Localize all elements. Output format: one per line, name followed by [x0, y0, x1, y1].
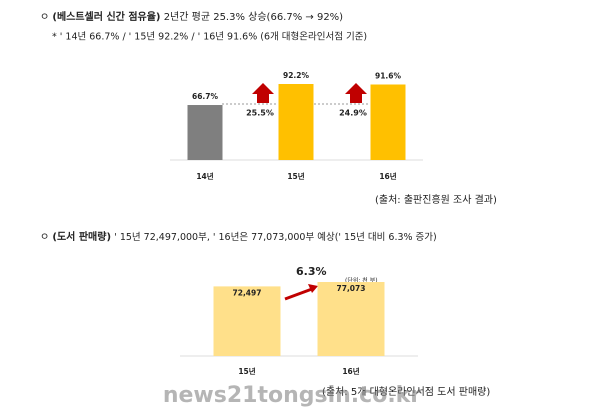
data-label: 91.6% [375, 71, 402, 80]
bar [317, 282, 385, 356]
data-label: 66.7% [192, 92, 219, 101]
up-arrow [345, 83, 367, 103]
heading-label: (도서 판매량) [52, 230, 111, 243]
heading-text: 2년간 평균 25.3% 상승(66.7% → 92%) [164, 11, 343, 23]
bar [370, 84, 406, 160]
bar [278, 84, 314, 160]
bar [187, 105, 223, 160]
section-heading: ㅇ (도서 판매량) ' 15년 72,497,000부, ' 16년은 77,… [40, 230, 437, 243]
data-label: 72,497 [233, 288, 262, 297]
unit: (단위: 천 부) [345, 277, 378, 285]
note: * ' 14년 66.7% / ' 15년 92.2% / ' 16년 91.6… [52, 31, 367, 43]
data-label: 92.2% [283, 71, 310, 80]
watermark: news21tongsin.co.kr [163, 383, 421, 408]
heading-label: (베스트셀러 신간 점유율) [52, 10, 160, 23]
category-label: 15년 [287, 171, 304, 181]
category-label: 16년 [379, 171, 396, 181]
annotation: 24.9% [339, 109, 367, 118]
section-heading: ㅇ (베스트셀러 신간 점유율) 2년간 평균 25.3% 상승(66.7% →… [40, 10, 343, 23]
source: (출처: 출판진흥원 조사 결과) [375, 193, 497, 206]
bar [213, 286, 281, 356]
category-label: 14년 [196, 171, 213, 181]
category-label: 16년 [342, 366, 359, 376]
up-arrow [252, 83, 274, 103]
arrow [284, 287, 313, 301]
heading-text: ' 15년 72,497,000부, ' 16년은 77,073,000부 예상… [114, 232, 437, 243]
arrow-head [308, 284, 318, 293]
bullet: ㅇ [40, 232, 49, 243]
bullet: ㅇ [40, 12, 49, 23]
source: (출처: 5개 대형온라인서점 도서 판매량) [322, 386, 490, 398]
annotation: 6.3% [296, 265, 327, 278]
annotation: 25.5% [246, 109, 274, 118]
category-label: 15년 [238, 366, 255, 376]
data-label: 77,073 [337, 284, 366, 293]
